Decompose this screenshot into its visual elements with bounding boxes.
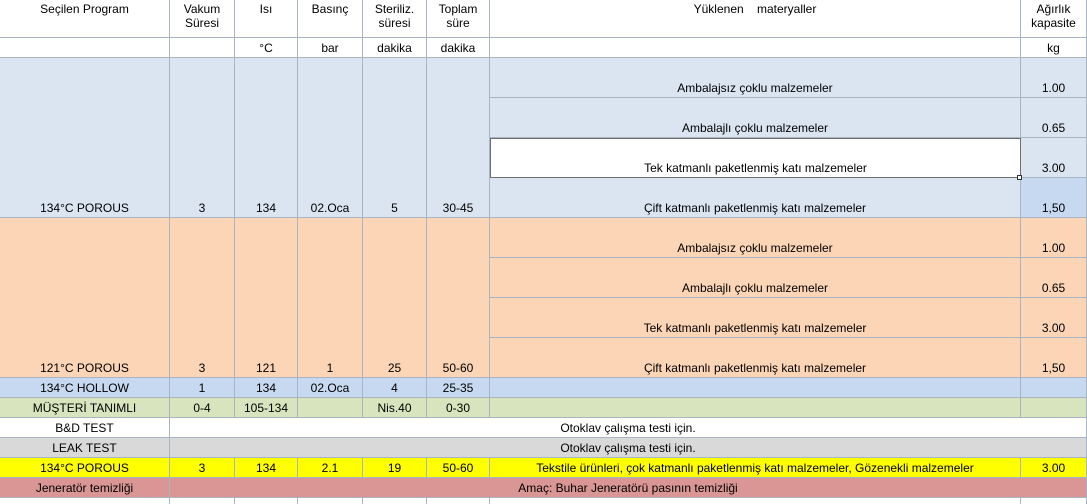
empty-row-cell[interactable] — [0, 498, 170, 504]
porous134b-toplam[interactable]: 50-60 — [427, 458, 490, 478]
porous134b-materials[interactable]: Tekstile ürünleri, çok katmanlı paketlen… — [490, 458, 1021, 478]
jenerator-program[interactable]: Jeneratör temizliği — [0, 478, 170, 498]
porous134-vakum[interactable]: 3 — [170, 58, 235, 218]
porous134b-steriliz[interactable]: 19 — [363, 458, 427, 478]
porous121-material-4[interactable]: Çift katmanlı paketlenmiş katı malzemele… — [490, 338, 1021, 378]
musteri-weight[interactable] — [1021, 398, 1087, 418]
unit-basinc[interactable]: bar — [298, 38, 363, 58]
empty-row-cell[interactable] — [1021, 498, 1087, 504]
porous121-toplam[interactable]: 50-60 — [427, 218, 490, 378]
porous134-toplam[interactable]: 30-45 — [427, 58, 490, 218]
jenerator-note[interactable]: Amaç: Buhar Jeneratörü pasının temizliği — [170, 478, 1087, 498]
hollow-program[interactable]: 134°C HOLLOW — [0, 378, 170, 398]
empty-row-cell[interactable] — [490, 498, 1021, 504]
header-steriliz[interactable]: Steriliz. süresi — [363, 0, 427, 38]
porous121-weight-4[interactable]: 1,50 — [1021, 338, 1087, 378]
porous121-weight-1[interactable]: 1.00 — [1021, 218, 1087, 258]
musteri-program[interactable]: MÜŞTERİ TANIMLI — [0, 398, 170, 418]
porous121-material-1[interactable]: Ambalajsız çoklu malzemeler — [490, 218, 1021, 258]
hollow-materials[interactable] — [490, 378, 1021, 398]
empty-row-cell[interactable] — [427, 498, 490, 504]
header-vakum[interactable]: Vakum Süresi — [170, 0, 235, 38]
hollow-isi[interactable]: 134 — [235, 378, 298, 398]
unit-agirlik[interactable]: kg — [1021, 38, 1087, 58]
porous121-vakum[interactable]: 3 — [170, 218, 235, 378]
porous134-steriliz[interactable]: 5 — [363, 58, 427, 218]
porous134-weight-1[interactable]: 1.00 — [1021, 58, 1087, 98]
fill-handle[interactable] — [1017, 175, 1022, 180]
musteri-basinc[interactable] — [298, 398, 363, 418]
unit-vakum[interactable] — [170, 38, 235, 58]
leak-program[interactable]: LEAK TEST — [0, 438, 170, 458]
porous134-weight-3[interactable]: 3.00 — [1021, 138, 1087, 178]
porous121-isi[interactable]: 121 — [235, 218, 298, 378]
empty-row-cell[interactable] — [363, 498, 427, 504]
hollow-toplam[interactable]: 25-35 — [427, 378, 490, 398]
empty-row-cell[interactable] — [298, 498, 363, 504]
musteri-isi[interactable]: 105-134 — [235, 398, 298, 418]
empty-row-cell[interactable] — [235, 498, 298, 504]
porous121-weight-2[interactable]: 0.65 — [1021, 258, 1087, 298]
porous121-basinc[interactable]: 1 — [298, 218, 363, 378]
header-basinc[interactable]: Basınç — [298, 0, 363, 38]
unit-steriliz[interactable]: dakika — [363, 38, 427, 58]
empty-row-cell[interactable] — [170, 498, 235, 504]
bd-program[interactable]: B&D TEST — [0, 418, 170, 438]
porous134-weight-2[interactable]: 0.65 — [1021, 98, 1087, 138]
unit-toplam[interactable]: dakika — [427, 38, 490, 58]
unit-materyaller[interactable] — [490, 38, 1021, 58]
porous134b-basinc[interactable]: 2.1 — [298, 458, 363, 478]
musteri-vakum[interactable]: 0-4 — [170, 398, 235, 418]
bd-note[interactable]: Otoklav çalışma testi için. — [170, 418, 1087, 438]
musteri-steriliz[interactable]: Nis.40 — [363, 398, 427, 418]
musteri-materials[interactable] — [490, 398, 1021, 418]
porous134b-vakum[interactable]: 3 — [170, 458, 235, 478]
porous134b-weight[interactable]: 3.00 — [1021, 458, 1087, 478]
hollow-basinc[interactable]: 02.Oca — [298, 378, 363, 398]
hollow-steriliz[interactable]: 4 — [363, 378, 427, 398]
hollow-weight[interactable] — [1021, 378, 1087, 398]
hollow-vakum[interactable]: 1 — [170, 378, 235, 398]
unit-isi[interactable]: °C — [235, 38, 298, 58]
header-materyaller[interactable]: Yüklenen materyaller — [490, 0, 1021, 38]
header-isi[interactable]: Isı — [235, 0, 298, 38]
porous134-material-1[interactable]: Ambalajsız çoklu malzemeler — [490, 58, 1021, 98]
header-agirlik[interactable]: Ağırlık kapasite — [1021, 0, 1087, 38]
unit-program[interactable] — [0, 38, 170, 58]
porous134-material-2[interactable]: Ambalajlı çoklu malzemeler — [490, 98, 1021, 138]
porous121-steriliz[interactable]: 25 — [363, 218, 427, 378]
leak-note[interactable]: Otoklav çalışma testi için. — [170, 438, 1087, 458]
porous134-weight-4[interactable]: 1,50 — [1021, 178, 1087, 218]
porous134-program[interactable]: 134°C POROUS — [0, 58, 170, 218]
porous134b-program[interactable]: 134°C POROUS — [0, 458, 170, 478]
header-program[interactable]: Seçilen Program — [0, 0, 170, 38]
header-toplam[interactable]: Toplam süre — [427, 0, 490, 38]
porous121-weight-3[interactable]: 3.00 — [1021, 298, 1087, 338]
porous121-material-2[interactable]: Ambalajlı çoklu malzemeler — [490, 258, 1021, 298]
porous121-material-3[interactable]: Tek katmanlı paketlenmiş katı malzemeler — [490, 298, 1021, 338]
musteri-toplam[interactable]: 0-30 — [427, 398, 490, 418]
porous134-isi[interactable]: 134 — [235, 58, 298, 218]
porous134-basinc[interactable]: 02.Oca — [298, 58, 363, 218]
porous134b-isi[interactable]: 134 — [235, 458, 298, 478]
porous134-material-4[interactable]: Çift katmanlı paketlenmiş katı malzemele… — [490, 178, 1021, 218]
porous134-material-3-selected[interactable]: Tek katmanlı paketlenmiş katı malzemeler — [490, 138, 1021, 178]
porous121-program[interactable]: 121°C POROUS — [0, 218, 170, 378]
